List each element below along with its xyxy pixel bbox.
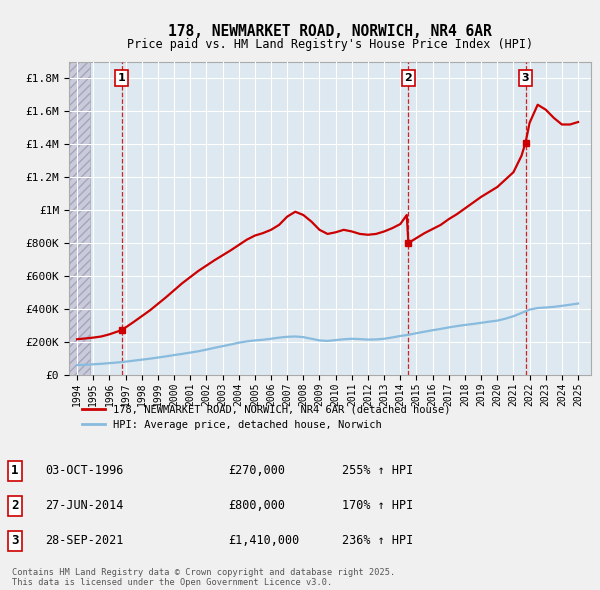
Bar: [69, 62, 90, 375]
Text: Contains HM Land Registry data © Crown copyright and database right 2025.
This d: Contains HM Land Registry data © Crown c…: [12, 568, 395, 587]
Text: £800,000: £800,000: [228, 499, 285, 513]
Text: 170% ↑ HPI: 170% ↑ HPI: [342, 499, 413, 513]
Text: 1: 1: [11, 464, 19, 477]
Text: 28-SEP-2021: 28-SEP-2021: [45, 535, 124, 548]
Text: Price paid vs. HM Land Registry's House Price Index (HPI): Price paid vs. HM Land Registry's House …: [127, 38, 533, 51]
Text: £270,000: £270,000: [228, 464, 285, 477]
Text: 255% ↑ HPI: 255% ↑ HPI: [342, 464, 413, 477]
Text: 236% ↑ HPI: 236% ↑ HPI: [342, 535, 413, 548]
Text: 178, NEWMARKET ROAD, NORWICH, NR4 6AR: 178, NEWMARKET ROAD, NORWICH, NR4 6AR: [168, 24, 492, 38]
Legend: 178, NEWMARKET ROAD, NORWICH, NR4 6AR (detached house), HPI: Average price, deta: 178, NEWMARKET ROAD, NORWICH, NR4 6AR (d…: [78, 401, 455, 434]
Text: 03-OCT-1996: 03-OCT-1996: [45, 464, 124, 477]
Text: 1: 1: [118, 73, 125, 83]
Text: 2: 2: [11, 499, 19, 513]
Text: 27-JUN-2014: 27-JUN-2014: [45, 499, 124, 513]
Text: 3: 3: [11, 535, 19, 548]
Text: £1,410,000: £1,410,000: [228, 535, 299, 548]
Text: 2: 2: [404, 73, 412, 83]
Text: 3: 3: [522, 73, 529, 83]
